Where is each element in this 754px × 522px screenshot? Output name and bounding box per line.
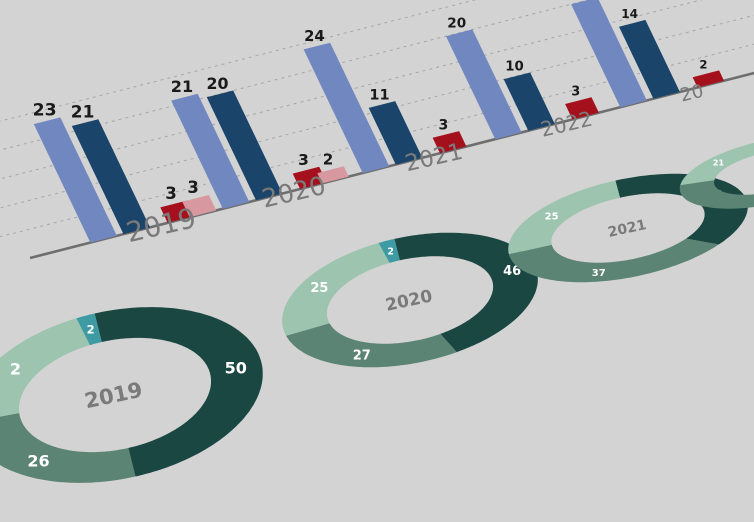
slice-value-label: 50 — [225, 359, 247, 378]
donut-center-label: 2019 — [82, 378, 144, 414]
bar-2023-series-1 — [571, 0, 647, 108]
bar-2021-series-1 — [303, 42, 390, 174]
slice-value-label: 2 — [10, 359, 21, 378]
slice-value-label: 37 — [592, 268, 606, 279]
bar-value-label: 11 — [369, 87, 389, 103]
bar-value-label: 14 — [621, 7, 638, 21]
slice-value-label: 2 — [87, 323, 95, 337]
gridline — [0, 0, 477, 122]
bar-2020-series-1 — [171, 93, 250, 209]
bar-value-label: 3 — [165, 184, 177, 203]
bar-value-label: 20 — [207, 74, 229, 93]
donut-chart-2: 46 27 25 2 2020 — [282, 232, 538, 368]
bar-value-label: 3 — [571, 85, 580, 100]
donut-slice — [508, 238, 719, 283]
donut-slice — [508, 180, 620, 255]
slice-value-label: 2 — [387, 247, 394, 258]
bar-2019-series-2 — [71, 119, 150, 235]
slice-value-label: 26 — [27, 451, 49, 470]
donut-slice — [0, 318, 90, 417]
slice-value-label: 25 — [545, 211, 559, 222]
bar-2023-series-2 — [619, 19, 680, 99]
bar-2022-series-3 — [565, 97, 599, 120]
bar-value-label: 21 — [71, 102, 95, 122]
donut-slice — [0, 413, 136, 483]
bar-2019-series-4 — [182, 195, 217, 218]
bar-2021-series-3 — [432, 131, 467, 154]
donut-chart-1: 50 26 2 2 2019 — [0, 307, 263, 483]
bar-value-label: 3 — [187, 178, 198, 197]
donut-slice — [679, 180, 754, 209]
bar-2022-series-2 — [503, 72, 555, 131]
donut-slice — [282, 243, 390, 336]
bar-value-label: 10 — [505, 60, 524, 75]
bar-2020-series-2 — [206, 90, 283, 201]
bar-value-label: 2 — [699, 58, 707, 72]
donut-slice — [286, 323, 457, 368]
bar-2020-series-4 — [317, 166, 349, 184]
donut-slice — [378, 238, 400, 263]
donut-slice — [394, 232, 538, 353]
bar-value-label: 2 — [323, 151, 334, 169]
donut-slice — [76, 313, 102, 346]
donut-slice — [680, 142, 754, 186]
bar-2022-series-1 — [446, 29, 522, 140]
bar-value-label: 20 — [447, 16, 466, 32]
bar-value-label: 21 — [171, 77, 193, 96]
bar-2019-series-1 — [33, 117, 117, 243]
bar-2023-series-3 — [692, 70, 724, 88]
slice-value-label: 25 — [310, 281, 328, 296]
donut-center-label: 2021 — [606, 217, 647, 241]
slice-value-label: 21 — [713, 159, 725, 168]
bar-value-label: 3 — [438, 117, 448, 133]
donut-chart-4: 21 — [679, 142, 754, 209]
slice-value-label: 46 — [503, 264, 521, 279]
bar-2021-series-2 — [368, 101, 423, 165]
bar-2020-series-3 — [292, 166, 327, 189]
category-label: 20 — [678, 81, 706, 107]
bar-value-label: 3 — [298, 151, 309, 169]
donut-slice — [94, 307, 263, 477]
bar-value-label: 23 — [33, 101, 57, 121]
slice-value-label: 27 — [353, 348, 371, 363]
donut-center-label: 2020 — [384, 286, 435, 315]
bar-value-label: 24 — [304, 28, 325, 45]
bars: 232124202021201110143333232 — [33, 0, 724, 243]
